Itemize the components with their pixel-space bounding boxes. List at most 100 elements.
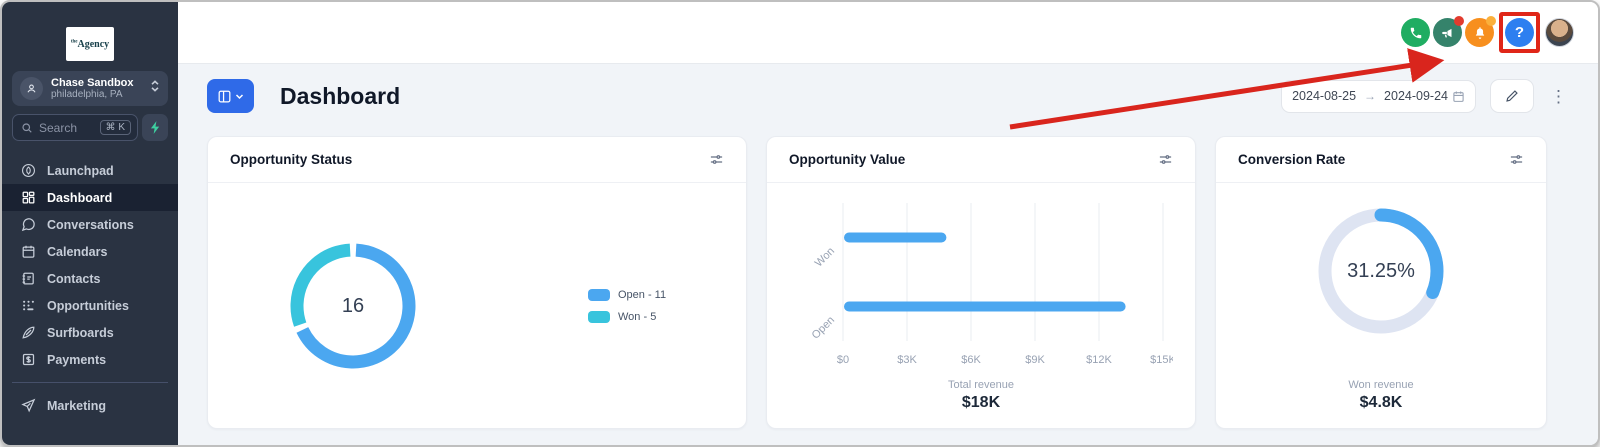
legend-item-open[interactable]: Open - 11 bbox=[588, 289, 666, 301]
sidebar-item-marketing[interactable]: Marketing bbox=[2, 392, 178, 419]
sidebar-item-label: Conversations bbox=[47, 217, 134, 232]
gauge-value-label: 31.25% bbox=[1347, 259, 1415, 282]
legend-label: Open - 11 bbox=[618, 289, 667, 301]
sidebar-nav: Launchpad Dashboard Conversations Calend… bbox=[2, 157, 178, 373]
sidebar-item-label: Launchpad bbox=[47, 163, 114, 178]
chevron-up-down-icon bbox=[150, 79, 160, 98]
layout-grid-icon bbox=[217, 89, 232, 104]
bolt-icon bbox=[150, 121, 161, 134]
sidebar-item-label: Calendars bbox=[47, 244, 108, 259]
payments-icon bbox=[20, 352, 36, 368]
surfboard-icon bbox=[20, 325, 36, 341]
help-button[interactable]: ? bbox=[1505, 18, 1534, 47]
sidebar-item-label: Marketing bbox=[47, 398, 107, 413]
sidebar-item-conversations[interactable]: Conversations bbox=[2, 211, 178, 238]
sidebar-item-contacts[interactable]: Contacts bbox=[2, 265, 178, 292]
account-avatar-icon bbox=[20, 77, 43, 100]
arrow-right-icon: → bbox=[1364, 89, 1377, 103]
footer-label: Total revenue bbox=[947, 379, 1015, 391]
date-end: 2024-09-24 bbox=[1384, 89, 1448, 103]
notifications-button[interactable] bbox=[1465, 16, 1496, 47]
card-header: Conversion Rate bbox=[1216, 137, 1546, 183]
account-switcher[interactable]: Chase Sandbox philadelphia, PA bbox=[12, 71, 168, 106]
card-footer: Won revenue $4.8K bbox=[1216, 379, 1546, 412]
card-opportunity-value: Opportunity Value $0 $3K $6K $9K $12K $15K Won… bbox=[766, 136, 1196, 429]
edit-dashboard-button[interactable] bbox=[1490, 79, 1534, 113]
contacts-icon bbox=[20, 271, 36, 287]
search-icon bbox=[21, 122, 33, 134]
date-range-picker[interactable]: 2024-08-25 → 2024-09-24 bbox=[1281, 79, 1476, 113]
search-bar[interactable]: ⌘ K bbox=[12, 114, 138, 141]
sidebar-item-launchpad[interactable]: Launchpad bbox=[2, 157, 178, 184]
legend-item-won[interactable]: Won - 5 bbox=[588, 311, 666, 323]
card-title: Conversion Rate bbox=[1238, 152, 1346, 167]
page-title: Dashboard bbox=[280, 82, 401, 109]
widget-settings-icon[interactable] bbox=[1158, 152, 1173, 167]
widget-settings-icon[interactable] bbox=[709, 152, 724, 167]
gauge-chart-svg bbox=[1318, 208, 1444, 334]
chevron-down-icon bbox=[235, 92, 244, 101]
sidebar-search-row: ⌘ K bbox=[12, 114, 168, 141]
topbar: ? bbox=[178, 2, 1598, 64]
account-name: Chase Sandbox bbox=[51, 77, 134, 89]
search-input[interactable] bbox=[39, 120, 100, 135]
card-title: Opportunity Value bbox=[789, 152, 906, 167]
dashboard-cards: Opportunity Status 16 Open - 11 bbox=[207, 136, 1569, 429]
notifications-badge bbox=[1486, 16, 1496, 26]
sidebar-divider bbox=[12, 382, 168, 383]
widget-settings-icon[interactable] bbox=[1509, 152, 1524, 167]
bar-chart-area[interactable]: $0 $3K $6K $9K $12K $15K Won Open bbox=[767, 183, 1195, 383]
phone-button[interactable] bbox=[1401, 18, 1430, 47]
sidebar-item-label: Payments bbox=[47, 352, 107, 367]
more-options-button[interactable]: ⋮ bbox=[1550, 86, 1567, 106]
sidebar-item-dashboard[interactable]: Dashboard bbox=[2, 184, 178, 211]
legend-swatch-open bbox=[588, 289, 610, 301]
card-footer: Total revenue $18K bbox=[767, 379, 1195, 412]
bar-chart-svg: $0 $3K $6K $9K $12K $15K Won Open bbox=[810, 203, 1177, 366]
svg-text:$0: $0 bbox=[837, 354, 849, 366]
ai-assistant-button[interactable] bbox=[142, 114, 168, 141]
question-mark-icon: ? bbox=[1514, 24, 1525, 41]
sidebar-item-label: Opportunities bbox=[47, 298, 129, 313]
megaphone-icon bbox=[1441, 26, 1455, 40]
card-opportunity-status: Opportunity Status 16 Open - 11 bbox=[207, 136, 747, 429]
agency-logo[interactable]: theAgency bbox=[66, 27, 114, 61]
sidebar-item-opportunities[interactable]: Opportunities bbox=[2, 292, 178, 319]
footer-value: $18K bbox=[961, 394, 1001, 411]
donut-chart-area: 16 Open - 11 Won - 5 bbox=[208, 183, 746, 371]
phone-icon bbox=[1409, 26, 1423, 40]
svg-text:$6K: $6K bbox=[961, 354, 981, 366]
dashboard-icon bbox=[20, 190, 36, 206]
dashboard-layout-button[interactable] bbox=[207, 79, 254, 113]
announcements-button[interactable] bbox=[1433, 16, 1464, 47]
main-content: Dashboard 2024-08-25 → 2024-09-24 ⋮ bbox=[178, 64, 1598, 445]
sidebar-item-label: Dashboard bbox=[47, 190, 113, 205]
announcements-badge bbox=[1454, 16, 1464, 26]
calendar-icon bbox=[1452, 90, 1465, 103]
legend-swatch-won bbox=[588, 311, 610, 323]
bell-icon bbox=[1473, 26, 1487, 40]
opportunity-status-donut[interactable]: 16 bbox=[288, 241, 418, 371]
card-conversion-rate: Conversion Rate 31.25% Won revenue $4.8K bbox=[1215, 136, 1547, 429]
account-texts: Chase Sandbox philadelphia, PA bbox=[51, 77, 150, 100]
sidebar-item-label: Contacts bbox=[47, 271, 101, 286]
send-icon bbox=[20, 398, 36, 414]
card-header: Opportunity Status bbox=[208, 137, 746, 183]
sidebar-item-surfboards[interactable]: Surfboards bbox=[2, 319, 178, 346]
legend-label: Won - 5 bbox=[618, 311, 657, 323]
calendar-icon bbox=[20, 244, 36, 260]
date-start: 2024-08-25 bbox=[1292, 89, 1357, 103]
sidebar-item-payments[interactable]: Payments bbox=[2, 346, 178, 373]
launchpad-icon bbox=[20, 163, 36, 179]
sidebar-item-calendars[interactable]: Calendars bbox=[2, 238, 178, 265]
conversion-rate-gauge[interactable]: 31.25% bbox=[1317, 207, 1445, 335]
donut-chart-svg bbox=[290, 243, 416, 369]
sidebar: theAgency Chase Sandbox philadelphia, PA… bbox=[2, 2, 178, 445]
page-header: Dashboard 2024-08-25 → 2024-09-24 ⋮ bbox=[207, 77, 1569, 115]
card-header: Opportunity Value bbox=[767, 137, 1195, 183]
footer-value: $4.8K bbox=[1359, 394, 1403, 411]
pencil-icon bbox=[1505, 89, 1519, 103]
sidebar-item-label: Surfboards bbox=[47, 325, 114, 340]
user-avatar[interactable] bbox=[1545, 18, 1574, 47]
